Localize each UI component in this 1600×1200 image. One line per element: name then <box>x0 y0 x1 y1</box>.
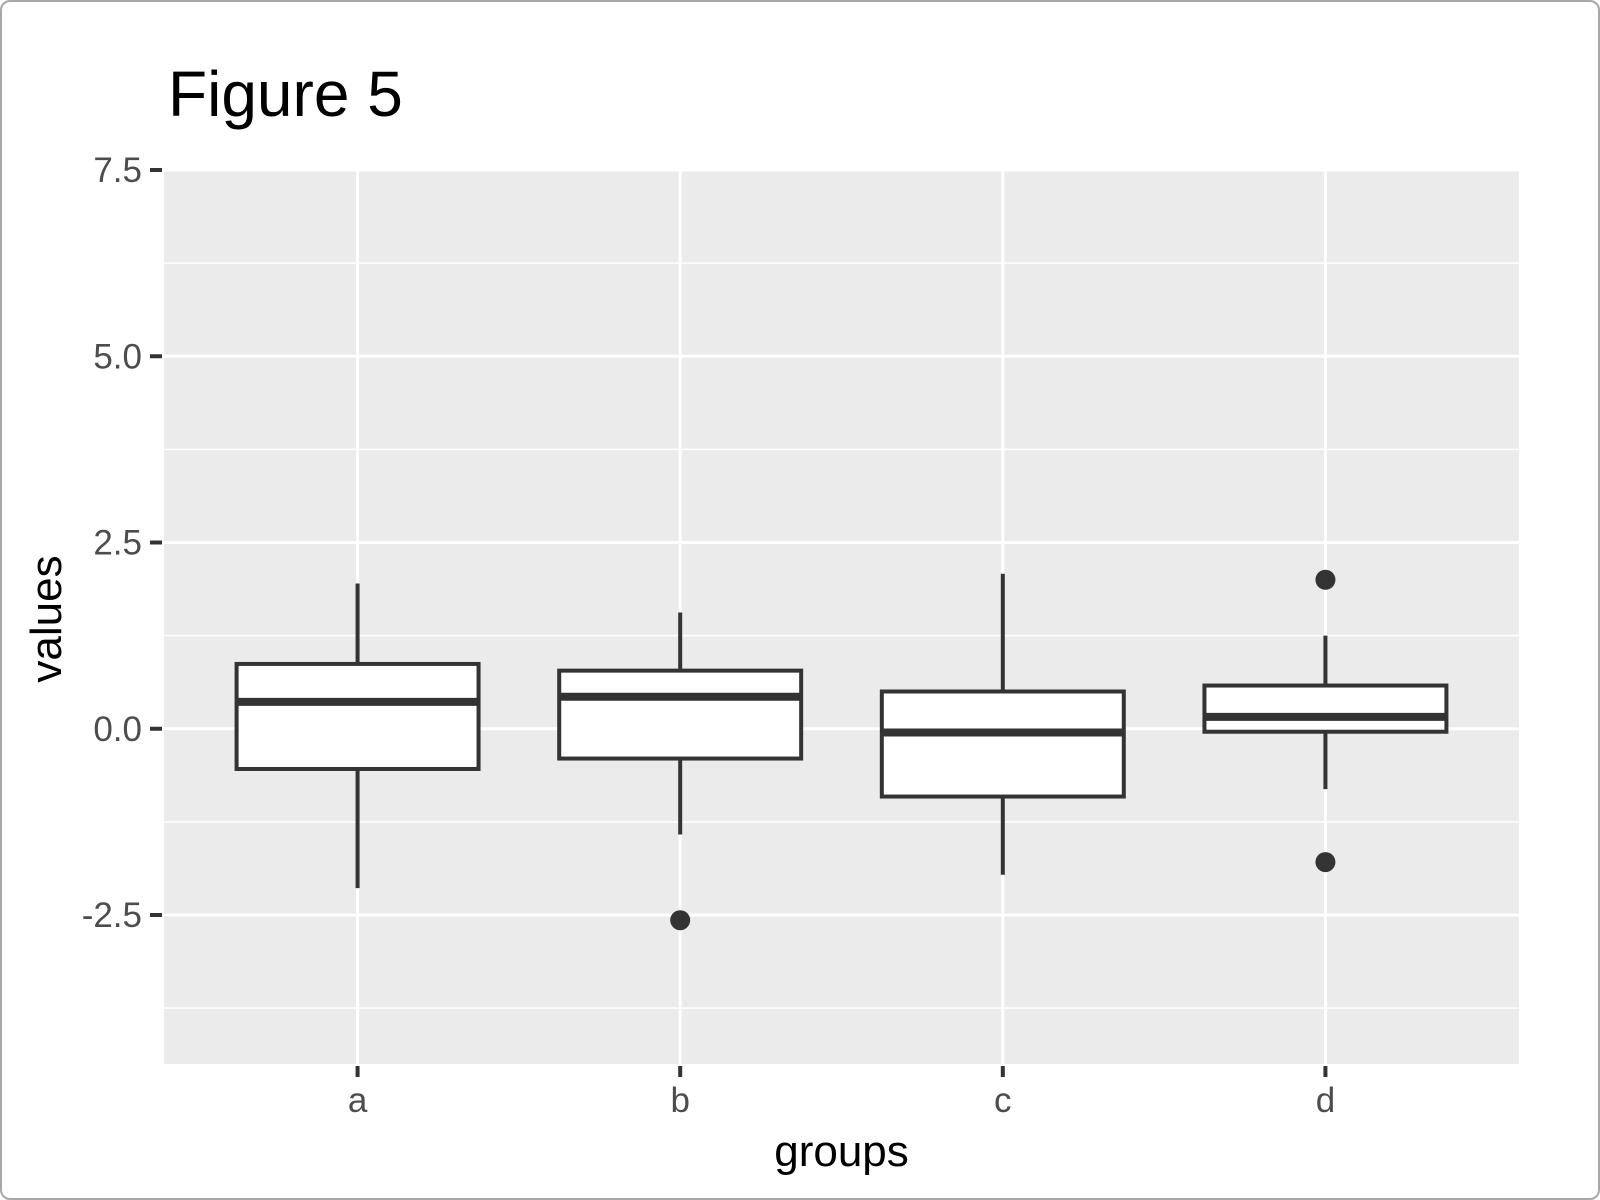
boxplot-c <box>879 573 1126 875</box>
y-tick-label: 5.0 <box>93 337 142 376</box>
x-tick-label-c: c <box>994 1081 1012 1120</box>
iqr-box <box>557 668 804 761</box>
boxplot-d <box>1202 569 1449 873</box>
boxplot-b <box>557 612 804 931</box>
iqr-box <box>1202 683 1449 734</box>
iqr-box <box>234 661 481 771</box>
x-tick-label-a: a <box>348 1081 368 1120</box>
outlier-point <box>1315 569 1336 590</box>
outlier-point <box>1315 852 1336 873</box>
x-axis-title: groups <box>774 1127 909 1176</box>
y-tick-label: 0.0 <box>93 710 142 749</box>
y-tick-label: 2.5 <box>93 524 142 563</box>
iqr-box <box>879 689 1126 799</box>
y-tick-label: -2.5 <box>82 896 142 935</box>
outlier-point <box>670 910 691 931</box>
y-tick-label: 7.5 <box>93 151 142 190</box>
plot-panel-background <box>164 170 1519 1064</box>
x-tick-label-d: d <box>1316 1081 1335 1120</box>
boxplot-a <box>234 583 481 889</box>
y-axis-title: values <box>22 555 71 683</box>
chart-title: Figure 5 <box>168 58 403 130</box>
x-tick-label-b: b <box>670 1081 689 1120</box>
